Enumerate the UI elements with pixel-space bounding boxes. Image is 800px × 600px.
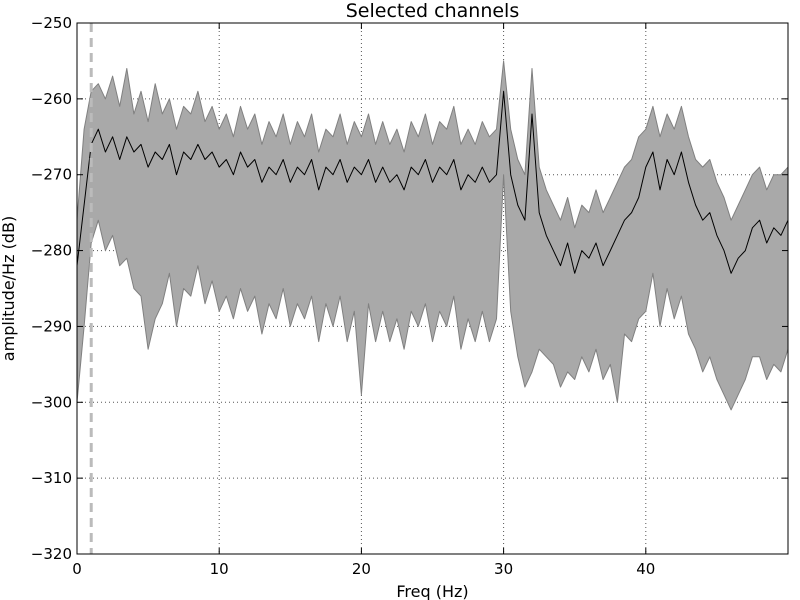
x-tick-label: 10 (210, 560, 229, 578)
y-tick-label: −310 (31, 469, 72, 487)
x-tick-label: 20 (352, 560, 371, 578)
y-axis-title: amplitude/Hz (dB) (0, 216, 18, 361)
x-tick-label: 40 (636, 560, 655, 578)
x-tick-label: 30 (494, 560, 513, 578)
mean-layer (76, 90, 789, 274)
y-tick-label: −250 (31, 14, 72, 32)
y-tick-label: −320 (31, 545, 72, 563)
y-tick-label: −280 (31, 242, 72, 260)
y-tick-label: −270 (31, 166, 72, 184)
x-tick-label: 0 (72, 560, 82, 578)
mean-psd-line (76, 90, 789, 274)
tick-layer: 0 10 20 30 40 −320 −310 −300 −290 −280 −270 −260 −25… (31, 14, 788, 578)
y-tick-label: −260 (31, 90, 72, 108)
chart-title: Selected channels (346, 0, 520, 22)
band-layer (76, 60, 789, 411)
plot-frame (76, 22, 789, 555)
confidence-band (76, 60, 789, 411)
y-tick-label: −300 (31, 393, 72, 411)
x-axis-title: Freq (Hz) (396, 582, 468, 600)
y-tick-label: −290 (31, 317, 72, 335)
